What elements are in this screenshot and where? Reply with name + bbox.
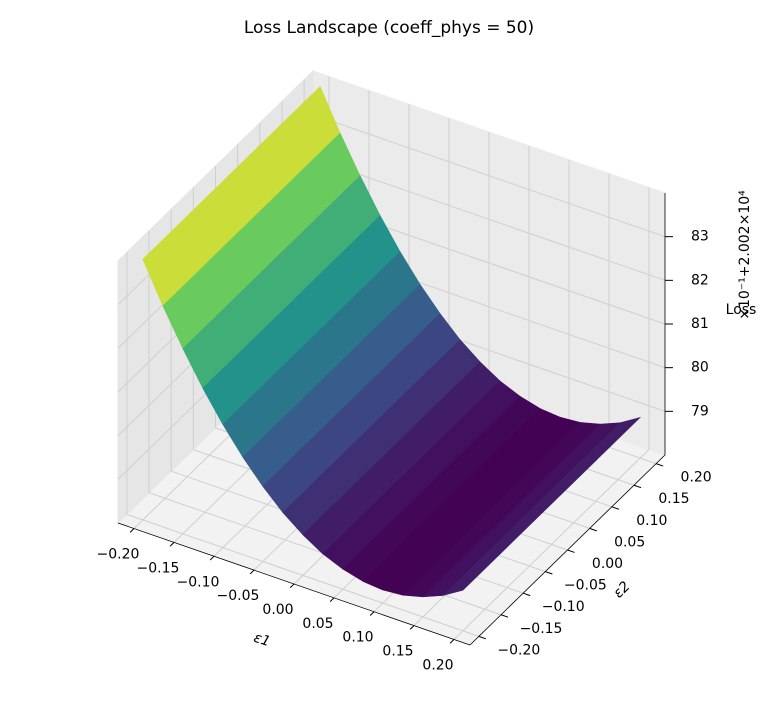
y-tick-label: −0.15 bbox=[520, 621, 563, 637]
y-axis-label: ε2 bbox=[611, 578, 634, 601]
y-tick bbox=[523, 592, 531, 597]
grid-line bbox=[312, 157, 666, 281]
z-offset-label: ×10⁻¹+2.002×10⁴ bbox=[737, 190, 753, 320]
x-tick-label: 0.05 bbox=[302, 616, 333, 632]
x-tick-label: −0.20 bbox=[97, 547, 140, 563]
x-tick bbox=[369, 611, 375, 616]
y-tick-label: −0.05 bbox=[564, 578, 607, 594]
y-tick-label: 0.10 bbox=[636, 513, 667, 529]
y-tick bbox=[478, 635, 487, 640]
z-axis-label: Loss bbox=[726, 302, 757, 318]
grid-line bbox=[126, 513, 480, 637]
x-axis-label: ε1 bbox=[252, 630, 273, 650]
x-tick bbox=[249, 569, 255, 575]
y-tick-label: 0.00 bbox=[592, 556, 623, 572]
x-tick-label: 0.20 bbox=[422, 657, 453, 673]
y-tick-label: 0.15 bbox=[658, 491, 689, 507]
y-tick bbox=[500, 614, 509, 618]
z-tick-label: 80 bbox=[691, 360, 709, 376]
x-tick bbox=[409, 625, 415, 630]
x-tick-label: −0.10 bbox=[177, 574, 220, 590]
z-tick-label: 83 bbox=[691, 229, 709, 245]
surface-facet bbox=[441, 546, 509, 597]
y-tick bbox=[589, 527, 597, 532]
y-tick bbox=[611, 506, 620, 510]
y-tick-label: 0.20 bbox=[681, 470, 712, 486]
y-tick bbox=[545, 571, 553, 575]
x-tick bbox=[169, 542, 175, 547]
x-tick bbox=[289, 583, 295, 589]
x-tick-label: 0.10 bbox=[342, 630, 373, 646]
z-tick-label: 82 bbox=[691, 272, 709, 288]
axis-line bbox=[469, 454, 666, 646]
x-tick-label: −0.15 bbox=[137, 560, 180, 576]
x-tick-label: 0.00 bbox=[262, 602, 293, 618]
y-tick-label: −0.20 bbox=[497, 642, 540, 658]
y-tick-label: −0.10 bbox=[542, 599, 585, 615]
y-tick bbox=[567, 549, 575, 553]
z-tick-label: 81 bbox=[691, 316, 709, 332]
x-tick bbox=[129, 528, 135, 533]
x-tick-label: 0.15 bbox=[382, 644, 413, 660]
x-tick bbox=[209, 555, 215, 561]
axis-line bbox=[117, 522, 471, 646]
x-tick bbox=[449, 639, 455, 644]
y-tick bbox=[633, 484, 642, 489]
grid-line bbox=[312, 114, 666, 238]
x-tick-label: −0.05 bbox=[217, 588, 260, 604]
z-tick-label: 79 bbox=[691, 403, 709, 419]
y-tick bbox=[655, 463, 664, 467]
chart-title: Loss Landscape (coeff_phys = 50) bbox=[244, 18, 534, 38]
y-tick-label: 0.05 bbox=[614, 534, 645, 550]
x-tick bbox=[329, 597, 335, 603]
